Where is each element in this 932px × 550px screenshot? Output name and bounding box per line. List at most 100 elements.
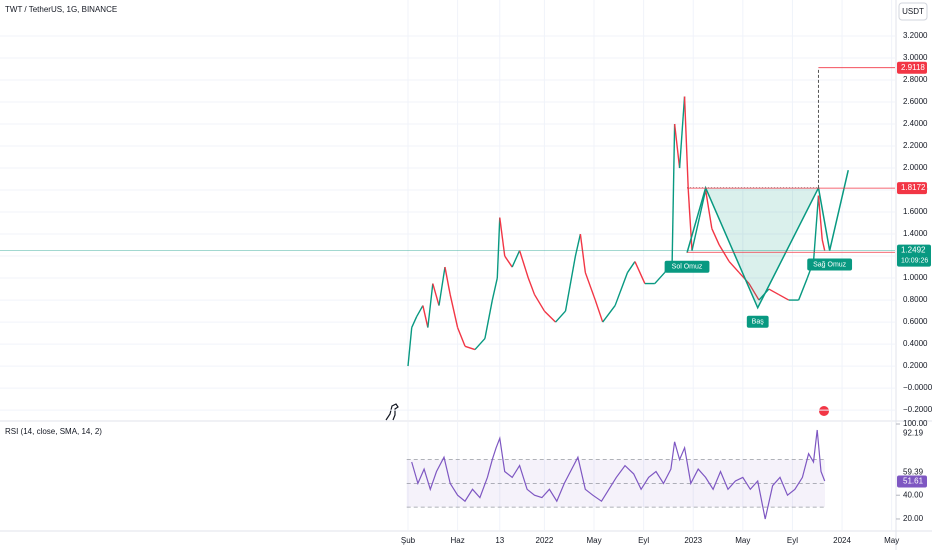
price-segment [594, 299, 604, 323]
price-segment [504, 255, 513, 268]
x-tick-label: May [735, 536, 750, 545]
currency-box[interactable] [898, 2, 928, 21]
price-segment [449, 294, 459, 328]
price-segment [464, 345, 476, 351]
level-tag [897, 61, 927, 74]
y-tick-label: 2.0000 [903, 163, 928, 172]
price-segment [518, 250, 529, 279]
y-tick-label: 2.2000 [903, 141, 928, 150]
price-segment [654, 272, 666, 285]
current-price: 1.2492 [901, 246, 926, 255]
price-segment [527, 277, 536, 295]
pattern-label-box [664, 260, 710, 273]
y-tick-label: 20.00 [903, 514, 924, 523]
rsi-tag-bg [897, 466, 927, 479]
price-segment [422, 305, 429, 328]
current-price-tag [897, 244, 931, 267]
price-segment [718, 244, 730, 262]
price-segment [543, 310, 557, 323]
rsi-title: RSI (14, close, SMA, 14, 2) [5, 427, 102, 436]
price-segment [778, 293, 790, 301]
price-segment [817, 195, 823, 240]
y-tick-label: 2.6000 [903, 97, 928, 106]
y-tick-label: 1.4000 [903, 229, 928, 238]
price-segment [626, 261, 636, 273]
price-segment [533, 294, 546, 312]
price-segment [438, 266, 446, 306]
price-segment [444, 266, 451, 295]
rsi-tag [897, 475, 927, 488]
x-tick-label: 2023 [684, 536, 702, 545]
price-segment [683, 96, 689, 191]
price-segment [691, 217, 701, 251]
price-segment [614, 272, 629, 306]
pattern-label: Baş [752, 319, 765, 326]
x-tick-label: 2024 [833, 536, 851, 545]
countdown: 10:09:26 [901, 257, 928, 264]
price-segment [574, 233, 582, 257]
price-segment [671, 123, 676, 262]
y-tick-label: 1.6000 [903, 207, 928, 216]
x-tick-label: 2022 [536, 536, 554, 545]
price-segment [728, 261, 740, 274]
price-segment [474, 338, 486, 351]
x-tick-label: 13 [495, 536, 504, 545]
price-segment [687, 189, 693, 251]
rsi-tag-bg [897, 427, 927, 440]
price-segment [555, 310, 567, 323]
y-tick-label: 0.8000 [903, 295, 928, 304]
price-segment [499, 217, 506, 257]
rsi-tag-label: 92.19 [903, 428, 924, 437]
x-tick-label: Şub [401, 536, 416, 545]
price-segment [634, 261, 646, 284]
rsi-tag-label: 51.61 [903, 477, 924, 486]
event-flag[interactable] [819, 406, 829, 416]
y-tick-label: 1.0000 [903, 273, 928, 282]
rsi-line [411, 429, 826, 520]
x-tick-label: Haz [450, 536, 464, 545]
y-tick-label: −0.2000 [903, 405, 932, 414]
price-segment [511, 250, 521, 268]
y-tick-label: 0.4000 [903, 339, 928, 348]
price-segment [579, 233, 587, 273]
currency[interactable]: USDT [902, 7, 924, 16]
y-tick-label: 100.00 [903, 419, 928, 428]
pattern-label: Sol Omuz [672, 264, 703, 271]
y-tick-label: 3.2000 [903, 31, 928, 40]
x-tick-label: Eyl [787, 536, 798, 545]
price-segment [496, 217, 501, 279]
price-segment [584, 272, 596, 301]
x-tick-label: May [884, 536, 899, 545]
symbol-title: TWT / TetherUS, 1G, BINANCE [5, 5, 117, 14]
price-segment [673, 123, 681, 169]
y-tick-label: 2.8000 [903, 75, 928, 84]
x-tick-label: May [586, 536, 601, 545]
price-segment [491, 277, 498, 301]
level-tag [897, 182, 927, 195]
price-segment [456, 327, 466, 347]
pattern-label: Sağ Omuz [813, 261, 847, 268]
y-tick-label: 2.4000 [903, 119, 928, 128]
price-segment [427, 283, 434, 328]
price-segment [564, 255, 577, 312]
y-tick-label: 3.0000 [903, 53, 928, 62]
price-segment [602, 305, 616, 323]
price-segment [748, 283, 760, 301]
price-segment [484, 299, 494, 339]
y-tick-label: 40.00 [903, 490, 924, 499]
price-segment [698, 189, 707, 218]
logo [385, 403, 399, 421]
rsi-tag-label: 59.39 [903, 467, 924, 476]
price-segment [821, 239, 826, 251]
pattern-label-box [807, 258, 853, 271]
price-segment [797, 277, 808, 301]
pattern-line [686, 170, 849, 310]
price-segment [678, 96, 686, 169]
y-tick-label: 0.2000 [903, 361, 928, 370]
price-segment [768, 288, 780, 296]
price-segment [432, 283, 440, 306]
price-segment [711, 228, 720, 246]
price-segment [411, 316, 418, 328]
